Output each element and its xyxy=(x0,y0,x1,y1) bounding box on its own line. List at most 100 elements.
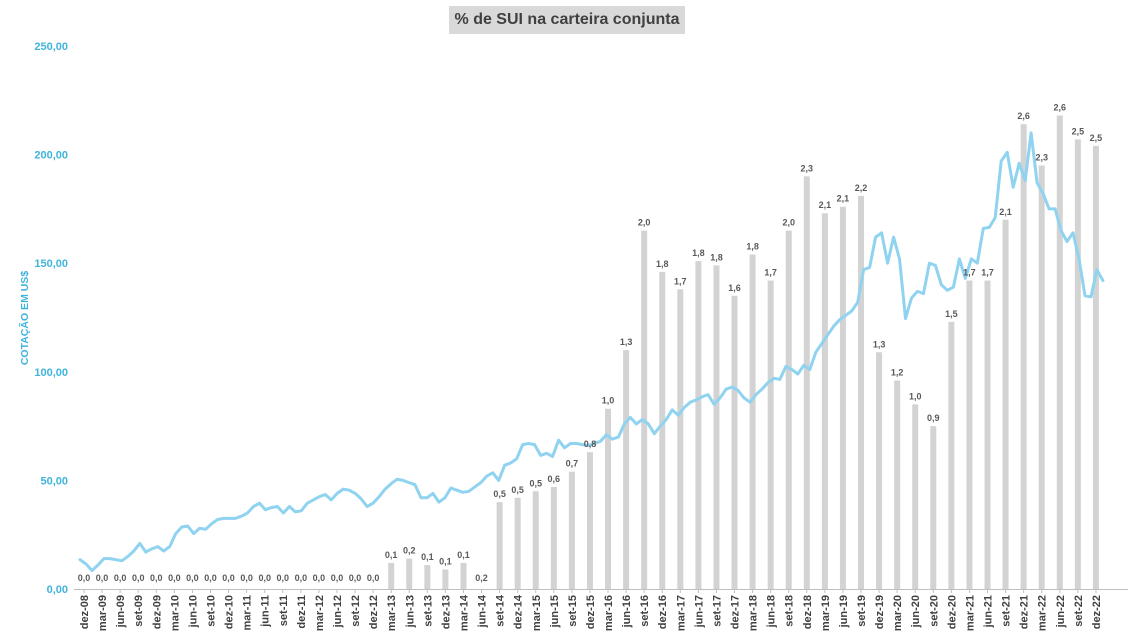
x-tick-label: jun-21 xyxy=(983,595,995,628)
x-tick-label: dez-15 xyxy=(585,595,597,629)
bar-data-label: 1,8 xyxy=(746,242,759,252)
x-tick-label: set-19 xyxy=(856,595,868,627)
bar-data-label: 1,7 xyxy=(981,268,994,278)
x-tick-label: dez-17 xyxy=(730,595,742,629)
x-tick-label: dez-21 xyxy=(1019,595,1031,629)
bar-data-label: 0,0 xyxy=(132,573,145,583)
bar xyxy=(406,558,413,589)
x-tick-label: set-20 xyxy=(928,595,940,627)
bar xyxy=(1056,115,1063,589)
x-tick-label: mar-20 xyxy=(892,595,904,631)
x-tick-label: set-15 xyxy=(567,595,579,627)
bar-data-label: 2,5 xyxy=(1090,133,1103,143)
bar-data-label: 0,0 xyxy=(258,573,271,583)
x-tick-label: dez-11 xyxy=(296,595,308,629)
x-tick-label: set-18 xyxy=(784,595,796,627)
bar xyxy=(984,280,991,589)
x-tick-label: mar-18 xyxy=(748,595,760,631)
bar-data-label: 0,6 xyxy=(548,474,561,484)
x-tick-label: jun-14 xyxy=(477,594,489,628)
x-tick-label: mar-21 xyxy=(964,595,976,631)
x-tick-label: set-16 xyxy=(639,595,651,627)
bar-data-label: 0,9 xyxy=(927,413,940,423)
x-tick-label: jun-09 xyxy=(115,595,127,628)
bar-data-label: 0,5 xyxy=(493,489,506,499)
x-tick-label: mar-19 xyxy=(820,595,832,631)
bar-data-label: 0,0 xyxy=(277,573,290,583)
x-tick-label: set-14 xyxy=(495,594,507,627)
x-tick-label: set-21 xyxy=(1001,595,1013,627)
bar xyxy=(496,502,503,589)
bar-data-label: 0,0 xyxy=(168,573,181,583)
bar xyxy=(948,321,955,589)
x-tick-label: jun-15 xyxy=(549,595,561,628)
bar xyxy=(767,280,774,589)
bar-data-label: 0,0 xyxy=(204,573,217,583)
x-tick-label: jun-20 xyxy=(910,595,922,628)
chart-title: % de SUI na carteira conjunta xyxy=(449,6,685,34)
bar xyxy=(785,230,792,589)
bar xyxy=(1020,124,1027,589)
bar-data-label: 2,1 xyxy=(999,207,1012,217)
x-tick-label: set-13 xyxy=(422,595,434,627)
x-tick-label: set-17 xyxy=(711,595,723,627)
bar-data-label: 1,7 xyxy=(963,268,976,278)
x-tick-label: mar-10 xyxy=(169,595,181,631)
x-tick-label: jun-17 xyxy=(693,595,705,628)
bar-data-label: 2,1 xyxy=(837,194,850,204)
bar xyxy=(858,195,865,590)
bar-data-label: 2,2 xyxy=(855,183,868,193)
x-tick-label: jun-22 xyxy=(1055,595,1067,628)
bar-data-label: 0,5 xyxy=(529,478,542,488)
bar xyxy=(659,271,666,589)
bar-data-label: 0,0 xyxy=(96,573,109,583)
bar-data-label: 2,5 xyxy=(1072,126,1085,136)
bar-data-label: 1,2 xyxy=(891,367,904,377)
bar-data-label: 0,0 xyxy=(78,573,91,583)
y-tick-label: 200,00 xyxy=(34,150,68,162)
bar-data-label: 0,2 xyxy=(403,546,416,556)
bar xyxy=(731,295,738,589)
bar xyxy=(514,497,521,589)
bar xyxy=(695,261,702,589)
bar-data-label: 0,0 xyxy=(222,573,235,583)
y-tick-label: 100,00 xyxy=(34,367,68,379)
bar xyxy=(1092,145,1099,590)
y-tick-label: 250,00 xyxy=(34,41,68,53)
bar-data-label: 0,5 xyxy=(511,485,524,495)
bar xyxy=(532,491,539,589)
bar-data-label: 2,1 xyxy=(819,200,832,210)
bar xyxy=(894,380,901,589)
bar xyxy=(641,230,648,589)
bar-data-label: 1,8 xyxy=(710,252,723,262)
x-tick-label: set-12 xyxy=(350,595,362,627)
bar xyxy=(1074,139,1081,589)
bar xyxy=(568,471,575,589)
bar xyxy=(623,350,630,589)
bar xyxy=(839,206,846,589)
x-tick-label: set-10 xyxy=(205,595,217,627)
x-tick-label: jun-18 xyxy=(766,595,778,628)
line-layer xyxy=(78,131,1105,572)
x-tick-label: dez-22 xyxy=(1091,595,1103,629)
bar xyxy=(1038,165,1045,589)
bars-layer xyxy=(388,115,1099,590)
bar-data-label: 0,0 xyxy=(186,573,199,583)
bar xyxy=(749,254,756,589)
bar-data-label: 2,3 xyxy=(1035,152,1048,162)
x-tick-label: mar-16 xyxy=(603,595,615,631)
x-tick-label: set-11 xyxy=(278,595,290,626)
bar-data-label: 0,1 xyxy=(421,552,434,562)
bar-data-label: 2,0 xyxy=(638,218,651,228)
x-tick-label: dez-16 xyxy=(657,595,669,629)
bar-data-label: 1,7 xyxy=(764,268,777,278)
y-tick-label: 50,00 xyxy=(40,475,68,487)
bar-data-label: 0,0 xyxy=(240,573,253,583)
bar xyxy=(1002,219,1009,589)
bar xyxy=(912,404,919,589)
bar-data-label: 0,2 xyxy=(475,573,488,583)
bar-data-label: 0,1 xyxy=(439,556,452,566)
bar xyxy=(677,289,684,589)
bar-data-label: 1,3 xyxy=(620,337,633,347)
